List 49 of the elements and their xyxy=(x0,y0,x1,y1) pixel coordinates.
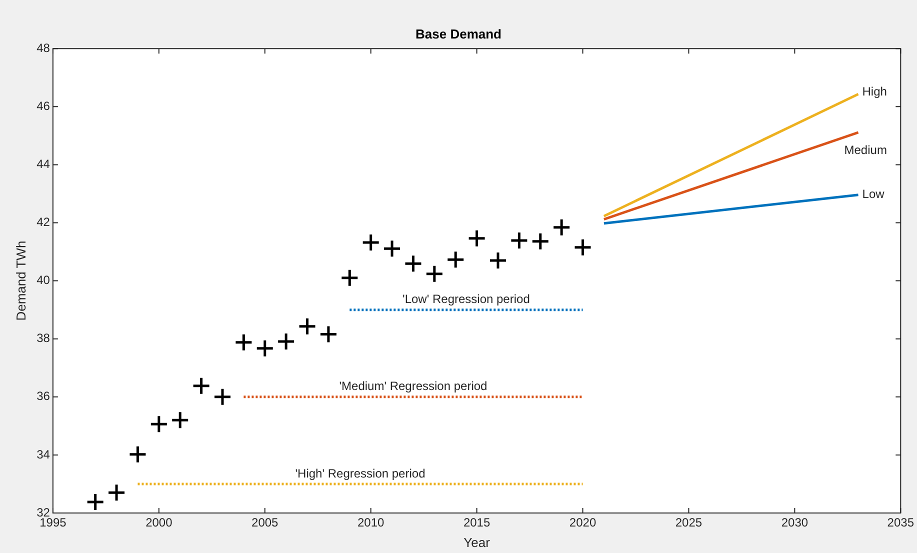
point xyxy=(150,414,168,434)
x-tick-label: 2035 xyxy=(887,516,914,530)
x-tick-label: 2010 xyxy=(357,516,385,530)
point xyxy=(128,445,147,464)
point xyxy=(86,492,105,512)
point xyxy=(362,233,380,252)
point xyxy=(488,251,508,270)
point xyxy=(234,333,253,352)
point xyxy=(425,264,444,284)
annotation: 'Low' Regression period xyxy=(402,292,530,306)
point xyxy=(276,332,296,351)
x-tick-label: 2025 xyxy=(675,516,702,530)
series-label: High xyxy=(862,84,887,98)
y-tick-label: 48 xyxy=(36,40,50,55)
chart-title: Base Demand xyxy=(416,26,502,42)
point xyxy=(213,388,232,406)
y-tick-label: 40 xyxy=(36,273,50,288)
point xyxy=(192,376,211,396)
x-tick-label: 2005 xyxy=(252,516,279,530)
y-tick-label: 44 xyxy=(36,157,50,172)
y-tick-label: 46 xyxy=(36,98,50,113)
point xyxy=(531,232,550,251)
annotation: 'High' Regression period xyxy=(295,466,426,480)
x-axis-title: Year xyxy=(464,534,491,550)
y-tick-label: 36 xyxy=(36,389,50,404)
point xyxy=(446,250,465,269)
y-tick-label: 34 xyxy=(36,447,50,462)
point xyxy=(574,238,592,257)
series-label: Medium xyxy=(844,142,887,157)
point xyxy=(340,268,359,288)
point xyxy=(468,229,486,248)
point xyxy=(107,483,126,502)
x-tick-label: 2000 xyxy=(146,516,173,530)
point xyxy=(404,254,422,273)
annotation: 'Medium' Regression period xyxy=(339,379,488,394)
x-tick-label: 2020 xyxy=(569,516,596,530)
point xyxy=(510,231,528,250)
x-tick-label: 2015 xyxy=(463,516,490,530)
point xyxy=(382,239,402,258)
series-label: Low xyxy=(862,187,885,202)
x-tick-label: 2030 xyxy=(781,516,808,530)
point xyxy=(256,339,274,358)
point xyxy=(298,317,317,336)
point xyxy=(319,324,338,344)
y-tick-label: 42 xyxy=(36,215,50,230)
y-tick-label: 38 xyxy=(36,331,50,346)
point xyxy=(552,218,571,237)
point xyxy=(170,410,190,430)
y-axis-title: Demand TWh xyxy=(13,240,28,321)
